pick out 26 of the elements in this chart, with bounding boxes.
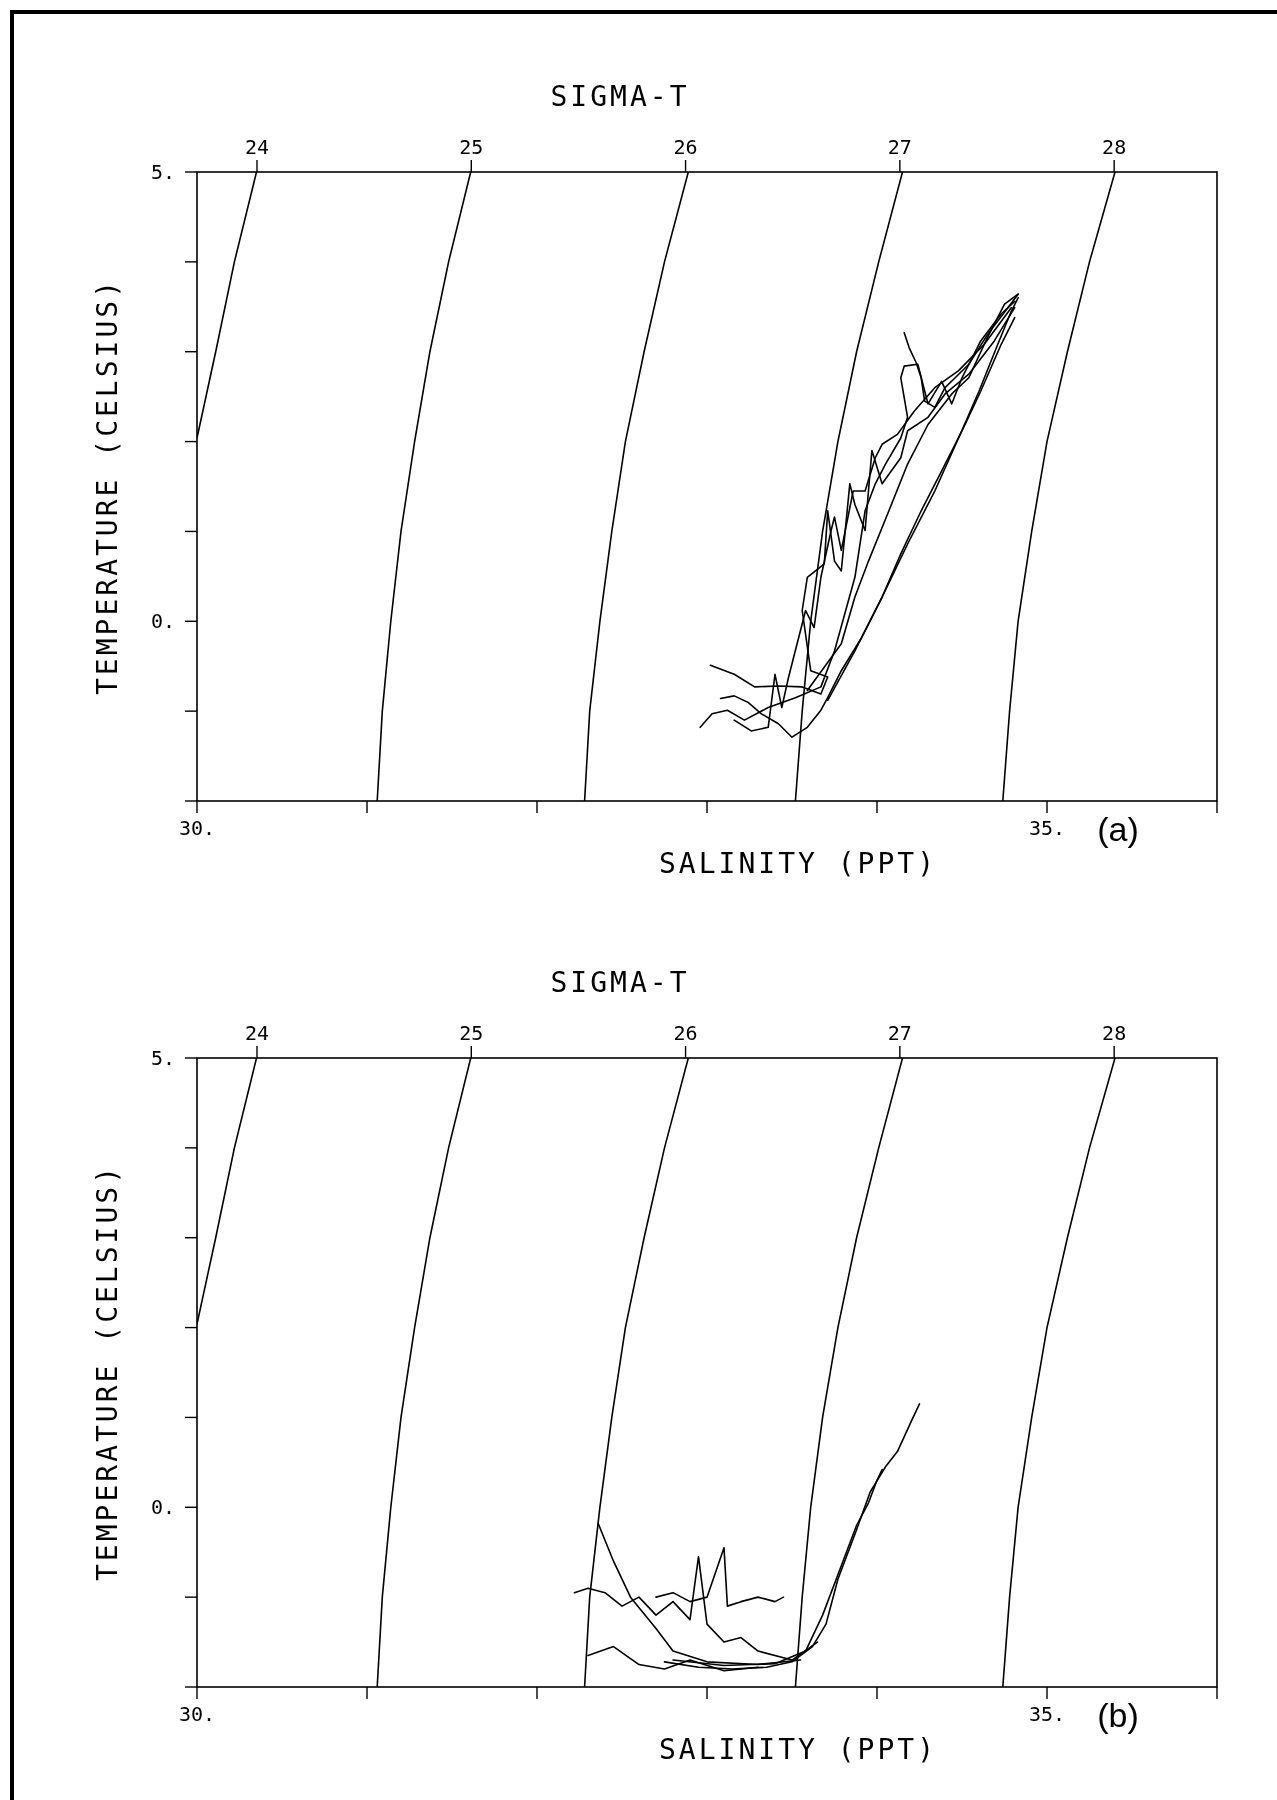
x-tick-label: 35. <box>1028 1702 1066 1726</box>
y-tick-label: 5. <box>150 160 175 184</box>
x-axis-title: SALINITY (PPT) <box>658 847 938 880</box>
y-axis-title: TEMPERATURE (CELSIUS) <box>91 1163 124 1582</box>
x2-tick-label: 28 <box>1102 135 1127 159</box>
y-tick-label: 5. <box>150 1046 175 1070</box>
x2-tick-label: 25 <box>459 1021 484 1045</box>
y-tick-label: 0. <box>150 1495 175 1520</box>
x-tick-label: 30. <box>178 1702 216 1726</box>
x-tick-label: 35. <box>1028 816 1066 840</box>
text: (b) <box>1097 1696 1139 1734</box>
x2-tick-label: 24 <box>244 1021 270 1045</box>
x2-axis-title: SIGMA-T <box>550 966 690 999</box>
y-tick-label: 0. <box>150 609 175 634</box>
text: (a) <box>1097 810 1139 848</box>
x2-axis-title: SIGMA-T <box>550 80 690 113</box>
x2-tick-label: 25 <box>459 135 484 159</box>
x2-tick-label: 28 <box>1102 1021 1127 1045</box>
x-axis-title: SALINITY (PPT) <box>658 1733 938 1766</box>
x2-tick-label: 27 <box>887 135 912 159</box>
x2-tick-label: 26 <box>673 1021 698 1045</box>
x2-tick-label: 27 <box>887 1021 912 1045</box>
x2-tick-label: 24 <box>244 135 270 159</box>
y-axis-title: TEMPERATURE (CELSIUS) <box>91 277 124 696</box>
x2-tick-label: 26 <box>673 135 698 159</box>
x-tick-label: 30. <box>178 816 216 840</box>
